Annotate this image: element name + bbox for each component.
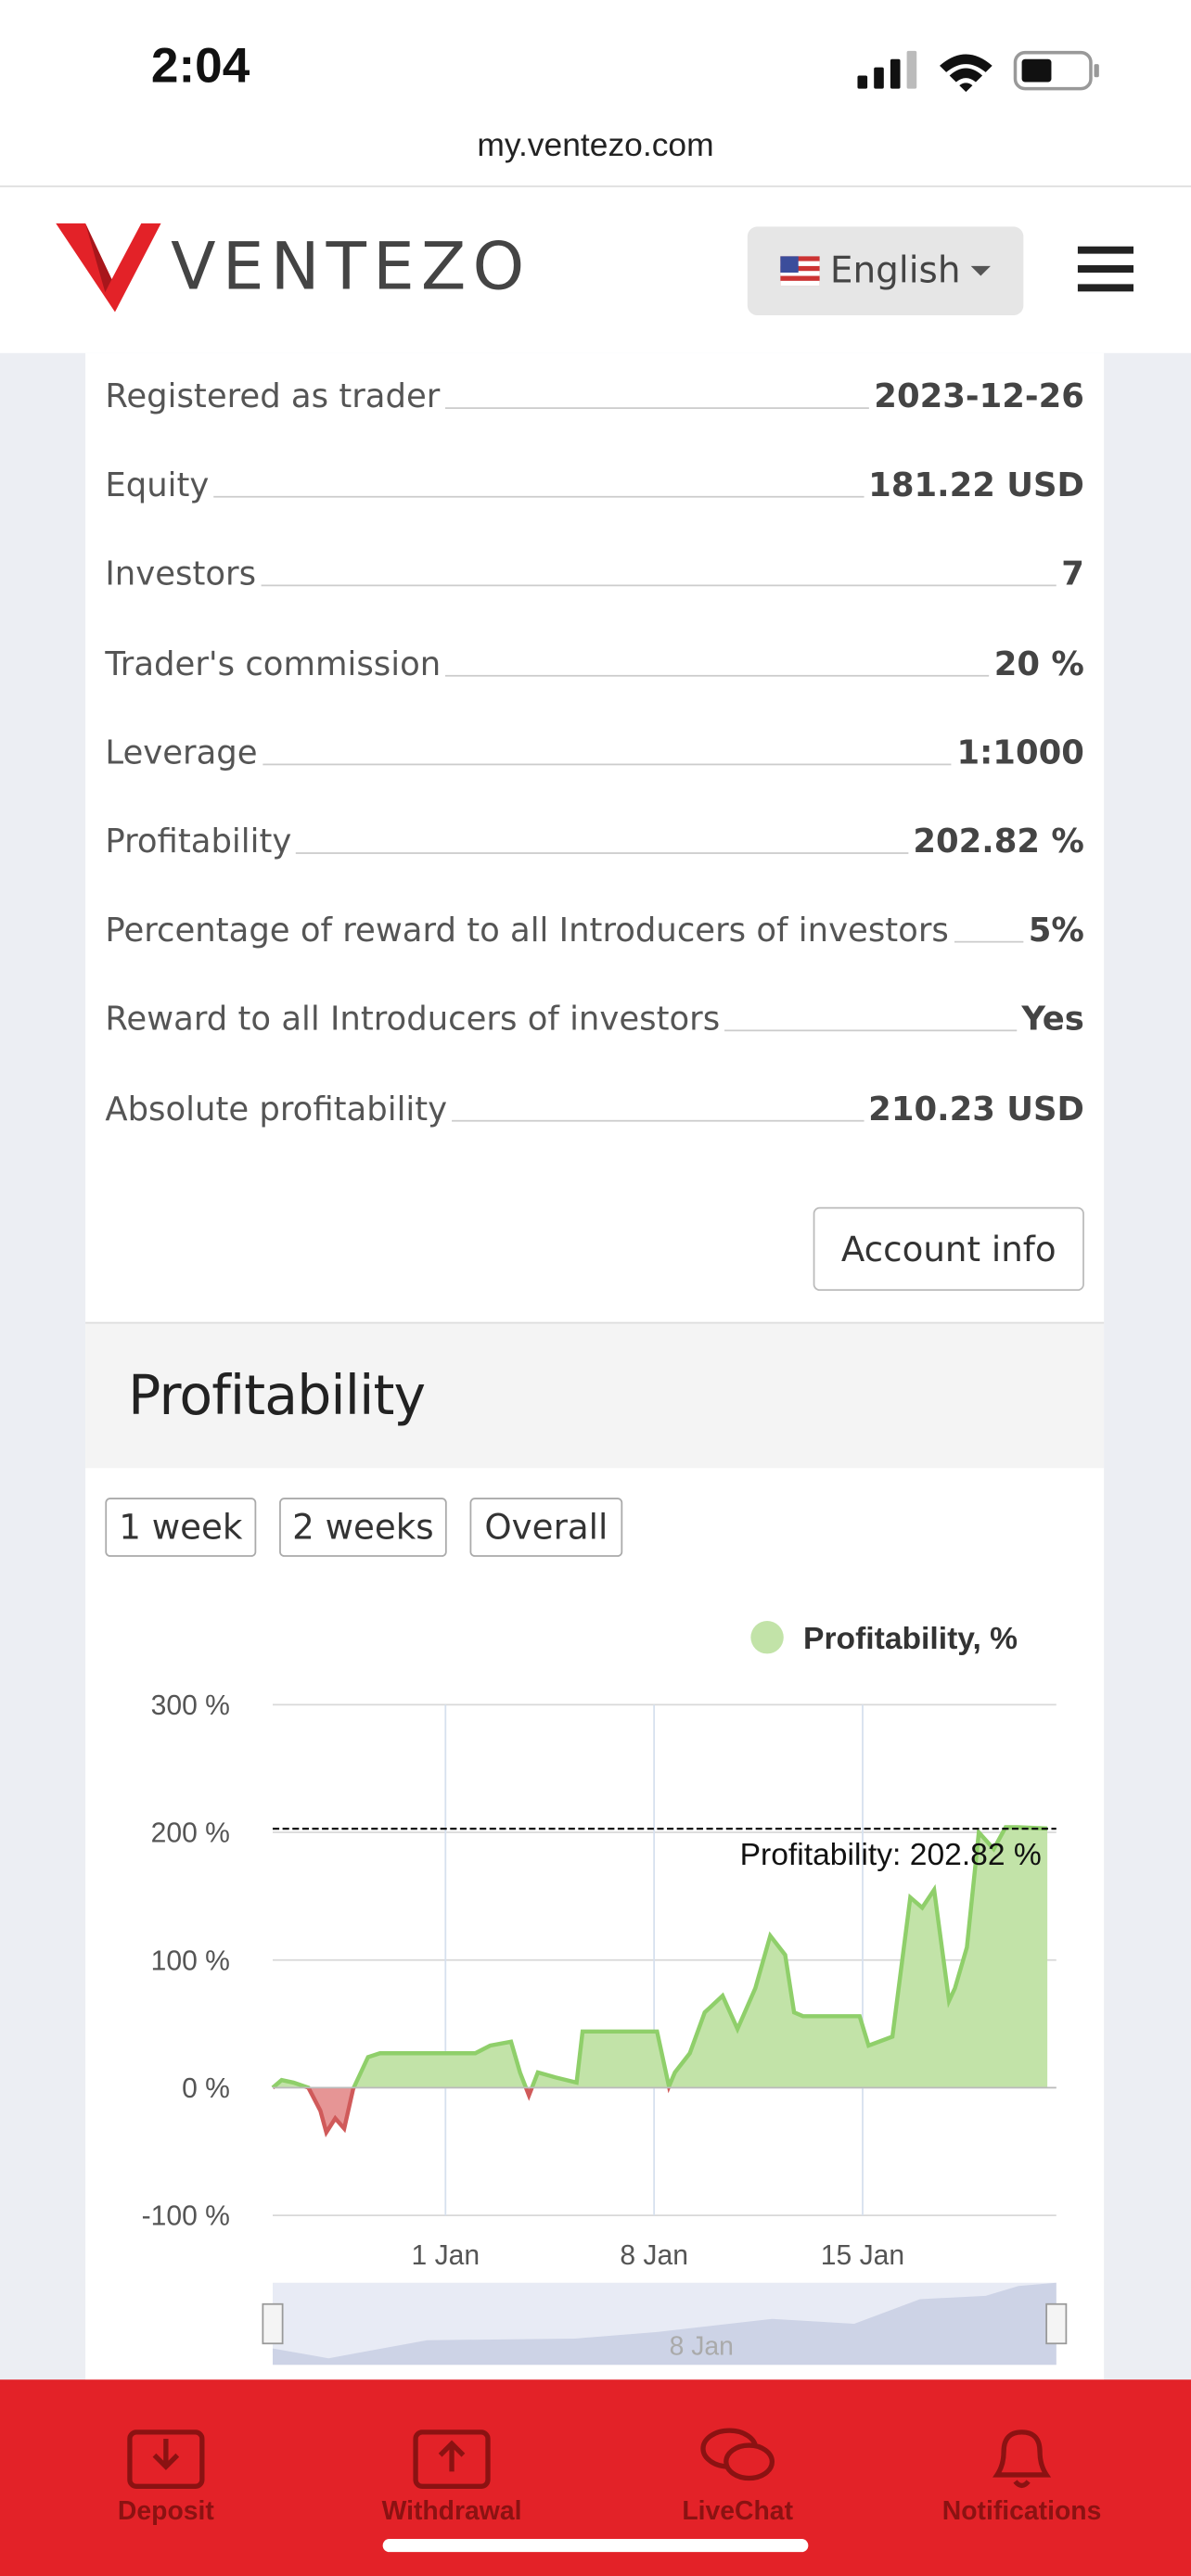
x-tick-label: 1 Jan — [411, 2240, 480, 2271]
info-row: Reward to all Introducers of investors Ye… — [105, 989, 1084, 1039]
period-button[interactable]: 2 weeks — [279, 1498, 447, 1557]
status-bar: 2:04 my.ventezo.com — [0, 0, 1191, 187]
y-tick-label: 300 % — [151, 1690, 230, 1721]
info-row: Absolute profitability 210.23 USD — [105, 1078, 1084, 1128]
account-info-button[interactable]: Account info — [813, 1206, 1084, 1292]
nav-label: Withdrawal — [381, 2497, 522, 2526]
line — [271, 1825, 1048, 2088]
leader — [444, 407, 869, 409]
info-value: 210.23 USD — [868, 1088, 1084, 1128]
info-label: Percentage of reward to all Introducers … — [105, 910, 949, 950]
url[interactable]: my.ventezo.com — [477, 128, 714, 165]
leader — [445, 674, 990, 676]
nav-livechat[interactable]: LiveChat — [598, 2419, 877, 2528]
logo[interactable]: VENTEZO — [171, 229, 531, 306]
nav-notifications[interactable]: Notifications — [882, 2419, 1161, 2528]
info-label: Registered as trader — [105, 376, 441, 416]
info-row: Investors 7 — [105, 544, 1084, 594]
icon — [127, 2429, 205, 2489]
info-value: 7 — [1061, 554, 1084, 594]
period-button[interactable]: Overall — [469, 1498, 623, 1557]
nav-withdrawal[interactable]: Withdrawal — [312, 2419, 591, 2528]
line-negative — [272, 2087, 672, 2138]
area-positive — [272, 1827, 1048, 2088]
leader — [262, 763, 953, 765]
info-value: 1:1000 — [956, 732, 1084, 772]
info-label: Absolute profitability — [105, 1088, 448, 1128]
legend-marker — [750, 1621, 784, 1654]
info-value: 20 % — [993, 643, 1084, 683]
info-row: Percentage of reward to all Introducers … — [105, 900, 1084, 950]
leader — [296, 852, 909, 854]
icon — [700, 2428, 775, 2481]
y-tick-label: 0 % — [182, 2073, 230, 2104]
icon — [413, 2429, 491, 2489]
area-negative — [272, 2087, 1048, 2133]
site-header: VENTEZO English — [0, 186, 1191, 353]
leader — [724, 1030, 1018, 1032]
info-row: Leverage 1:1000 — [105, 722, 1084, 772]
navigator-handle[interactable] — [1045, 2302, 1068, 2345]
y-tick-label: 100 % — [151, 1945, 230, 1976]
section-header: Profitability — [85, 1321, 1105, 1469]
leader — [213, 496, 864, 498]
nav-label: Notifications — [941, 2497, 1102, 2526]
y-tick-label: 200 % — [151, 1818, 230, 1849]
nav-deposit[interactable]: Deposit — [26, 2419, 305, 2528]
navigator-label: 8 Jan — [670, 2332, 734, 2362]
info-label: Reward to all Introducers of investors — [105, 999, 721, 1039]
leader — [452, 1119, 864, 1121]
info-label: Leverage — [105, 732, 258, 772]
logo-mark — [56, 223, 161, 312]
clock: 2:04 — [150, 39, 250, 94]
info-value: 5% — [1028, 910, 1084, 950]
language: English — [829, 250, 961, 292]
info-label: Equity — [105, 465, 210, 505]
y-tick-label: -100 % — [142, 2201, 230, 2232]
info-value: 181.22 USD — [868, 465, 1084, 505]
nav-label: Deposit — [117, 2497, 214, 2526]
info-label: Investors — [105, 554, 257, 594]
info-label: Trader's commission — [105, 643, 442, 683]
info-row: Registered as trader 2023-12-26 — [105, 366, 1084, 416]
icon — [992, 2429, 1052, 2489]
leader — [954, 941, 1024, 943]
chart: -100 % 0 % 100 % 200 % 300 % 1 Jan 8 Jan 15 Jan… — [142, 1621, 1068, 2366]
home-indicator — [382, 2539, 809, 2553]
bottom-nav: Deposit Withdrawal LiveChat Notification… — [0, 2379, 1191, 2576]
navigator-handle[interactable] — [262, 2302, 284, 2345]
leader — [261, 585, 1057, 587]
info-value: 202.82 % — [913, 821, 1084, 861]
menu-button[interactable] — [1077, 246, 1134, 293]
info-label: Profitability — [105, 821, 292, 861]
annotation-label: Profitability: 202.82 % — [740, 1838, 1042, 1872]
caret — [970, 265, 991, 276]
info-row: Profitability 202.82 % — [105, 811, 1084, 861]
flag — [780, 256, 821, 287]
info-value: Yes — [1021, 999, 1084, 1039]
info-value: 2023-12-26 — [874, 376, 1084, 416]
legend-label: Profitability, % — [803, 1622, 1018, 1656]
period-button[interactable]: 1 week — [105, 1498, 257, 1557]
section-title: Profitability — [128, 1362, 426, 1428]
navigator-shape — [272, 2282, 1057, 2366]
x-tick-label: 8 Jan — [620, 2240, 688, 2271]
info-row: Equity 181.22 USD — [105, 455, 1084, 505]
x-tick-label: 15 Jan — [821, 2240, 904, 2271]
language-select[interactable]: English — [747, 226, 1024, 316]
nav-label: LiveChat — [682, 2497, 794, 2526]
info-row: Trader's commission 20 % — [105, 633, 1084, 683]
status-icons — [857, 50, 1099, 93]
